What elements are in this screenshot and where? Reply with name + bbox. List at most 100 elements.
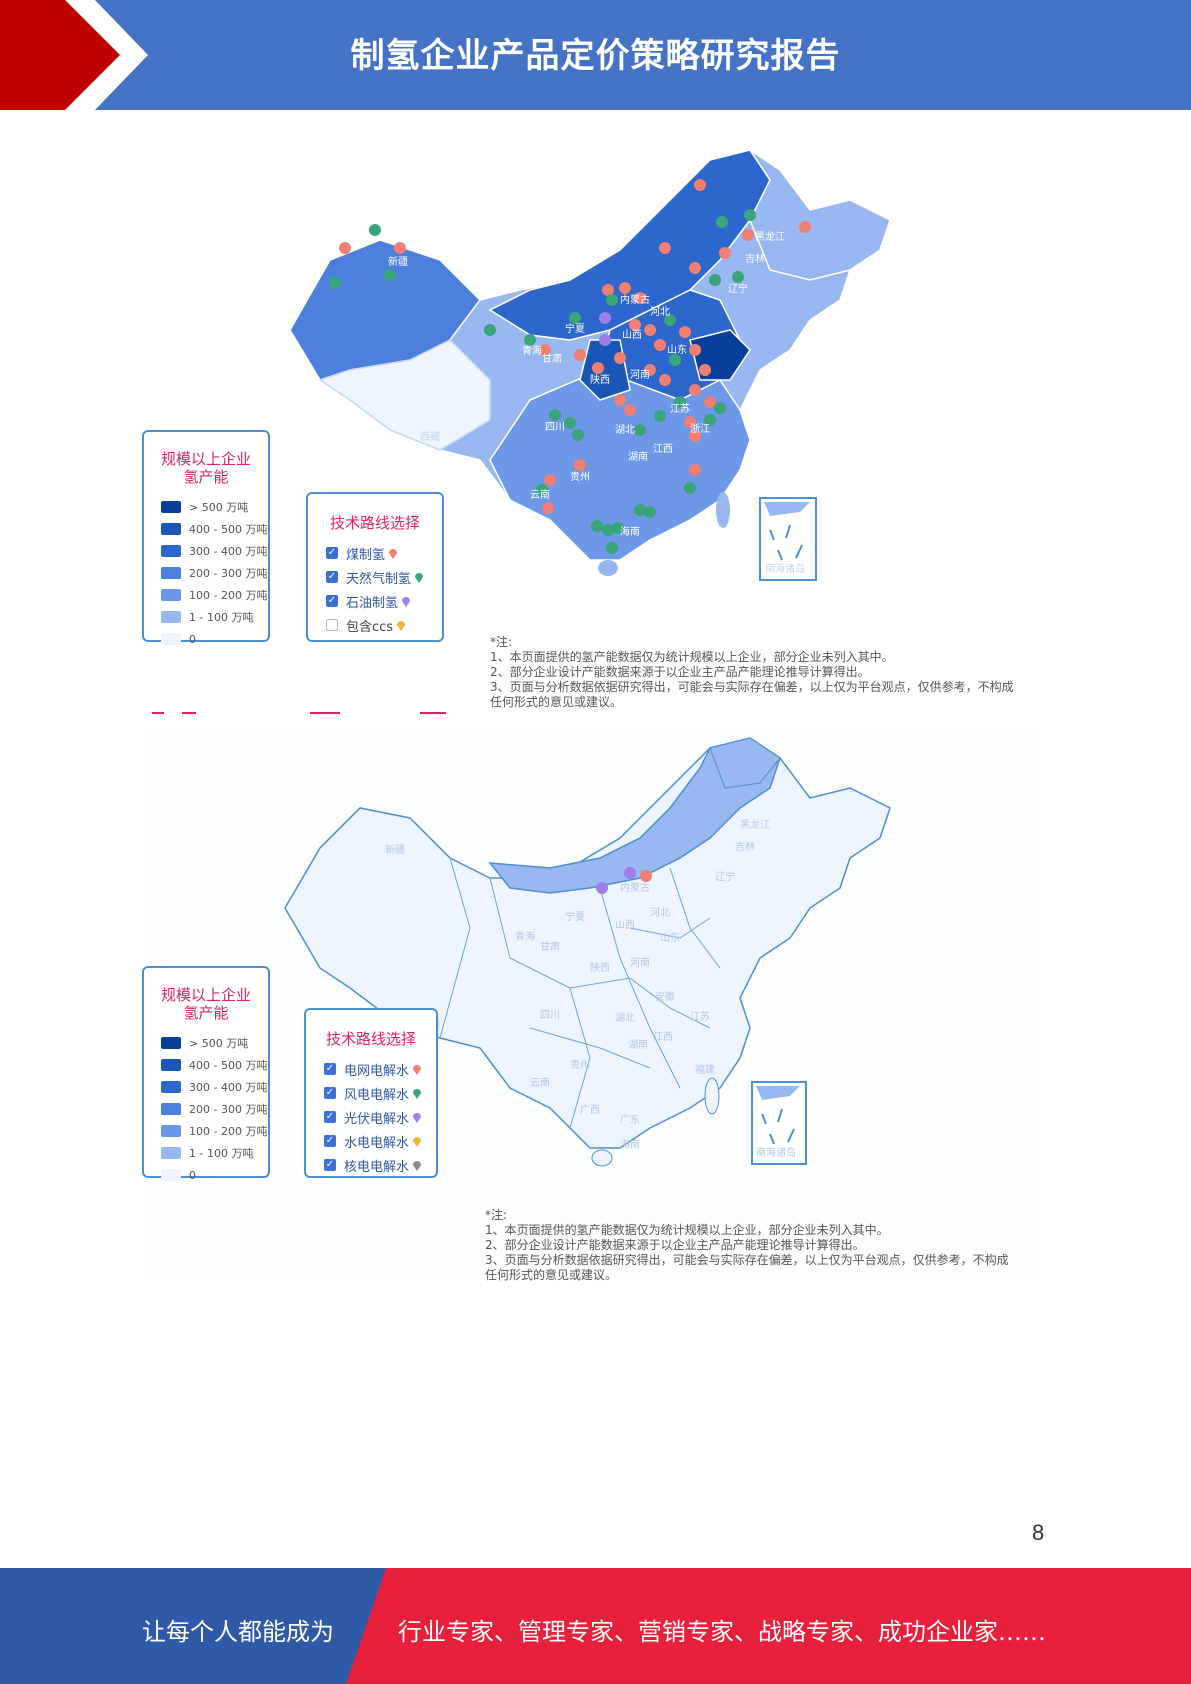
svg-text:山东: 山东 (660, 931, 680, 944)
legend-scale-row: 0 (161, 1164, 268, 1186)
legend-scale-row: 200 - 300 万吨 (161, 562, 268, 584)
legend-title-line2: 氢产能 (183, 468, 229, 486)
page-header: 制氢企业产品定价策略研究报告 (0, 0, 1191, 110)
footer-left-band (0, 1568, 386, 1684)
tech-option-wind[interactable]: ✓ 风电电解水 (324, 1081, 436, 1105)
svg-text:四川: 四川 (540, 1010, 560, 1021)
tech-selector-title: 技术路线选择 (329, 514, 420, 532)
svg-text:南海诸岛: 南海诸岛 (756, 1146, 796, 1159)
svg-text:黑龙江: 黑龙江 (740, 818, 770, 831)
svg-text:福建: 福建 (695, 1063, 715, 1076)
checkbox-icon[interactable]: ✓ (324, 1063, 336, 1075)
svg-text:青海: 青海 (515, 930, 535, 943)
svg-text:山西: 山西 (622, 329, 642, 341)
svg-text:海南: 海南 (620, 525, 640, 538)
checkbox-icon[interactable]: ✓ (326, 595, 338, 607)
svg-text:河南: 河南 (630, 368, 650, 381)
map-pin-icon (413, 1113, 422, 1123)
legend-scale-row: 100 - 200 万吨 (161, 1120, 268, 1142)
svg-text:宁夏: 宁夏 (565, 322, 585, 335)
svg-text:河北: 河北 (650, 306, 670, 318)
svg-text:辽宁: 辽宁 (728, 282, 748, 295)
svg-text:湖北: 湖北 (615, 424, 635, 436)
map-panel-electrolysis: 新疆 黑龙江 吉林 辽宁 内蒙古 青海 甘肃 宁夏 山西 河北 山东 陕西 河南… (142, 728, 1040, 1282)
svg-text:吉林: 吉林 (735, 840, 755, 853)
svg-text:浙江: 浙江 (690, 423, 710, 435)
tech-option-gas[interactable]: ✓ 天然气制氢 (326, 565, 442, 589)
svg-text:新疆: 新疆 (388, 255, 408, 268)
map-pin-icon (413, 1089, 422, 1099)
svg-text:湖北: 湖北 (615, 1012, 635, 1024)
tech-route-selector: 技术路线选择 ✓ 煤制氢 ✓ 天然气制氢 ✓ 石油制氢 包含ccs (306, 492, 444, 642)
map-pin-icon (389, 549, 398, 559)
map-pin-icon (415, 573, 424, 583)
tech-option-oil[interactable]: ✓ 石油制氢 (326, 589, 442, 613)
svg-text:陕西: 陕西 (590, 961, 610, 974)
checkbox-icon[interactable]: ✓ (324, 1087, 336, 1099)
legend-scale-row: 100 - 200 万吨 (161, 584, 268, 606)
svg-text:新疆: 新疆 (385, 843, 405, 856)
tech-option-hydro[interactable]: ✓ 水电电解水 (324, 1129, 436, 1153)
legend-scale-row: 300 - 400 万吨 (161, 1076, 268, 1098)
legend-title-line1: 规模以上企业 (160, 450, 251, 468)
svg-text:内蒙古: 内蒙古 (620, 881, 650, 894)
legend-scale-row: 400 - 500 万吨 (161, 1054, 268, 1076)
svg-text:西藏: 西藏 (420, 431, 440, 443)
checkbox-icon[interactable]: ✓ (324, 1111, 336, 1123)
tech-option-ccs[interactable]: 包含ccs (326, 613, 442, 637)
legend-scale-row: 1 - 100 万吨 (161, 606, 268, 628)
legend-scale-row: 0 (161, 628, 268, 650)
svg-text:南海诸岛: 南海诸岛 (765, 562, 805, 575)
svg-text:江苏: 江苏 (670, 402, 690, 415)
report-title: 制氢企业产品定价策略研究报告 (350, 36, 841, 76)
page-footer: 让每个人都能成为 行业专家、管理专家、营销专家、战略专家、成功企业家…… (0, 1568, 1191, 1684)
tech-option-solar[interactable]: ✓ 光伏电解水 (324, 1105, 436, 1129)
svg-text:甘肃: 甘肃 (540, 940, 560, 953)
cropped-caption-fragment (152, 712, 446, 714)
tech-route-selector: 技术路线选择 ✓ 电网电解水 ✓ 风电电解水 ✓ 光伏电解水 ✓ 水电电解水 ✓ 核电电解… (304, 1008, 438, 1178)
tech-selector-title: 技术路线选择 (325, 1030, 416, 1048)
map-pin-icon (413, 1065, 422, 1075)
checkbox-icon[interactable]: ✓ (326, 571, 338, 583)
map-pin-icon (413, 1137, 422, 1147)
svg-text:广东: 广东 (620, 1113, 640, 1126)
svg-text:江西: 江西 (653, 1031, 673, 1043)
checkbox-icon[interactable]: ✓ (326, 547, 338, 559)
legend-scale-row: 300 - 400 万吨 (161, 540, 268, 562)
map-pin-icon (397, 621, 406, 631)
svg-text:安徽: 安徽 (655, 990, 675, 1003)
footer-slogan-left: 让每个人都能成为 (142, 1618, 334, 1646)
legend-scale-row: 200 - 300 万吨 (161, 1098, 268, 1120)
legend-title-line1: 规模以上企业 (160, 986, 251, 1004)
svg-text:陕西: 陕西 (590, 373, 610, 386)
svg-text:四川: 四川 (545, 422, 565, 433)
tech-option-coal[interactable]: ✓ 煤制氢 (326, 541, 442, 565)
capacity-legend: 规模以上企业 氢产能 > 500 万吨 400 - 500 万吨 300 - 4… (142, 966, 270, 1182)
svg-text:辽宁: 辽宁 (715, 870, 735, 883)
svg-text:湖南: 湖南 (628, 450, 648, 463)
svg-text:贵州: 贵州 (570, 470, 590, 483)
svg-text:海南: 海南 (620, 1138, 640, 1151)
capacity-legend: 规模以上企业 氢产能 > 500 万吨 400 - 500 万吨 300 - 4… (142, 430, 270, 646)
legend-scale-row: > 500 万吨 (161, 1032, 268, 1054)
svg-text:山西: 山西 (615, 919, 635, 931)
svg-text:湖南: 湖南 (628, 1038, 648, 1051)
checkbox-icon[interactable] (326, 619, 338, 631)
svg-text:宁夏: 宁夏 (565, 910, 585, 923)
svg-text:广西: 广西 (580, 1104, 600, 1116)
china-capacity-map: 新疆 黑龙江 吉林 辽宁 内蒙古 宁夏 青海 甘肃 山西 河北 山东 陕西 河南… (289, 149, 891, 581)
svg-text:河北: 河北 (650, 907, 670, 919)
svg-text:吉林: 吉林 (745, 252, 765, 265)
tech-option-nuclear[interactable]: ✓ 核电电解水 (324, 1153, 436, 1177)
tech-option-grid[interactable]: ✓ 电网电解水 (324, 1057, 436, 1081)
svg-text:江西: 江西 (653, 443, 673, 455)
legend-scale-row: > 500 万吨 (161, 496, 268, 518)
svg-text:江苏: 江苏 (690, 1010, 710, 1023)
checkbox-icon[interactable]: ✓ (324, 1159, 336, 1171)
checkbox-icon[interactable]: ✓ (324, 1135, 336, 1147)
svg-text:贵州: 贵州 (570, 1058, 590, 1071)
svg-text:云南: 云南 (530, 488, 550, 501)
legend-scale-row: 1 - 100 万吨 (161, 1142, 268, 1164)
map-pin-icon (413, 1161, 422, 1171)
svg-text:河南: 河南 (630, 956, 650, 969)
